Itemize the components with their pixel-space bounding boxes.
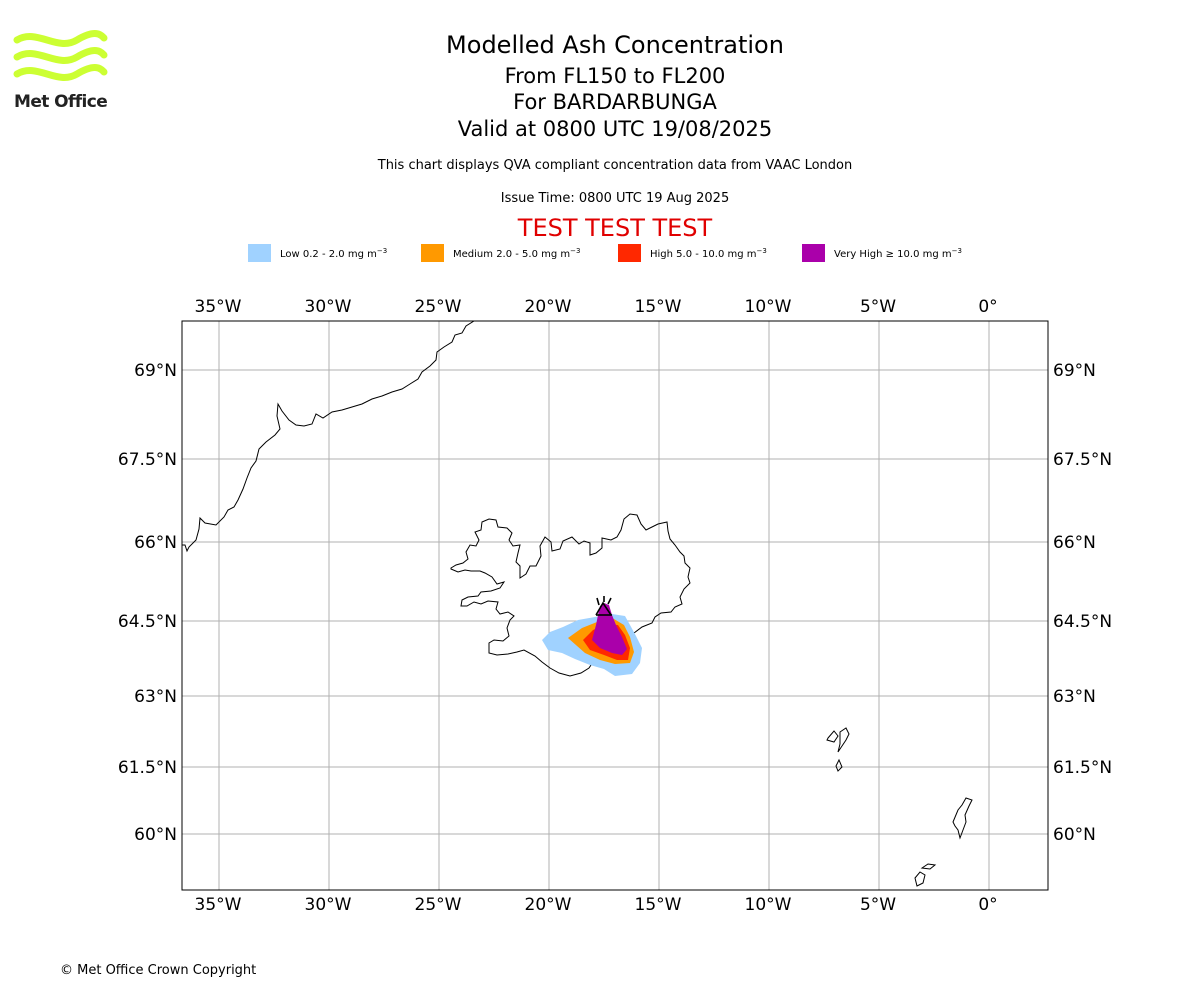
plume-very-high bbox=[592, 603, 627, 655]
met-office-logo: Met Office bbox=[12, 30, 112, 115]
legend-swatch-high bbox=[618, 244, 641, 262]
lon-tick-bottom-25w: 25°W bbox=[415, 895, 462, 915]
lon-tick-bottom-35w: 35°W bbox=[195, 895, 242, 915]
lon-tick-bottom-0: 0° bbox=[978, 895, 997, 915]
valid-time: Valid at 0800 UTC 19/08/2025 bbox=[457, 117, 773, 141]
lat-tick-left-63n: 63°N bbox=[134, 687, 177, 707]
copyright: © Met Office Crown Copyright bbox=[60, 963, 257, 978]
lon-tick-top-30w: 30°W bbox=[305, 297, 352, 317]
map-background bbox=[182, 321, 1048, 890]
map-frame bbox=[181, 320, 1049, 891]
lon-tick-top-35w: 35°W bbox=[195, 297, 242, 317]
lat-tick-right-67-5n: 67.5°N bbox=[1053, 450, 1112, 470]
faroe-island-2 bbox=[837, 727, 850, 753]
source-note: This chart displays QVA compliant concen… bbox=[377, 158, 853, 173]
lon-tick-bottom-30w: 30°W bbox=[305, 895, 352, 915]
legend-swatch-very-high bbox=[802, 244, 825, 262]
lon-tick-top-15w: 15°W bbox=[635, 297, 682, 317]
flight-levels: From FL150 to FL200 bbox=[504, 64, 726, 88]
volcano-icon bbox=[595, 596, 612, 616]
lat-tick-left-61-5n: 61.5°N bbox=[118, 758, 177, 778]
lon-tick-top-25w: 25°W bbox=[415, 297, 462, 317]
lon-tick-top-5w: 5°W bbox=[860, 297, 896, 317]
legend-name-low: Low bbox=[280, 249, 300, 260]
lon-labels-bottom: 35°W 30°W 25°W 20°W 15°W 10°W 5°W 0° bbox=[195, 895, 998, 915]
lat-tick-left-69n: 69°N bbox=[134, 361, 177, 381]
volcano-name: For BARDARBUNGA bbox=[513, 90, 717, 114]
legend-range-high: 5.0 - 10.0 mg m bbox=[676, 249, 757, 260]
lon-tick-top-0: 0° bbox=[978, 297, 997, 317]
coastlines bbox=[182, 321, 973, 887]
legend-range-very-high: ≥ 10.0 mg m bbox=[885, 249, 952, 260]
lat-tick-left-66n: 66°N bbox=[134, 533, 177, 553]
lat-labels-right: 69°N 67.5°N 66°N 64.5°N 63°N 61.5°N 60°N bbox=[1053, 361, 1112, 845]
legend-swatch-low bbox=[248, 244, 271, 262]
lat-tick-right-61-5n: 61.5°N bbox=[1053, 758, 1112, 778]
lon-tick-bottom-20w: 20°W bbox=[525, 895, 572, 915]
lon-labels-top: 35°W 30°W 25°W 20°W 15°W 10°W 5°W 0° bbox=[195, 297, 998, 317]
test-banner: TEST TEST TEST bbox=[517, 214, 713, 242]
faroe-island-1 bbox=[826, 730, 839, 743]
logo-text: Met Office bbox=[14, 92, 108, 112]
lon-tick-bottom-10w: 10°W bbox=[745, 895, 792, 915]
legend-swatch-medium bbox=[421, 244, 444, 262]
lon-tick-top-20w: 20°W bbox=[525, 297, 572, 317]
legend-name-medium: Medium bbox=[453, 249, 493, 260]
lon-tick-top-10w: 10°W bbox=[745, 297, 792, 317]
lat-tick-right-64-5n: 64.5°N bbox=[1053, 612, 1112, 632]
iceland-coast bbox=[450, 513, 691, 677]
issue-time: Issue Time: 0800 UTC 19 Aug 2025 bbox=[500, 191, 730, 206]
legend-name-very-high: Very High bbox=[834, 249, 883, 260]
lat-tick-right-60n: 60°N bbox=[1053, 825, 1096, 845]
lat-labels-left: 69°N 67.5°N 66°N 64.5°N 63°N 61.5°N 60°N bbox=[118, 361, 177, 845]
legend-range-low: 0.2 - 2.0 mg m bbox=[302, 249, 377, 260]
legend-range-medium: 2.0 - 5.0 mg m bbox=[496, 249, 571, 260]
lat-tick-left-67-5n: 67.5°N bbox=[118, 450, 177, 470]
legend-name-high: High bbox=[650, 249, 673, 260]
lon-tick-bottom-15w: 15°W bbox=[635, 895, 682, 915]
faroe-island-3 bbox=[835, 758, 843, 772]
lat-tick-right-63n: 63°N bbox=[1053, 687, 1096, 707]
shetland-mainland bbox=[952, 797, 973, 840]
met-office-waves-icon bbox=[13, 30, 108, 81]
lat-tick-left-64-5n: 64.5°N bbox=[118, 612, 177, 632]
orkney-islands bbox=[914, 863, 937, 887]
lat-tick-left-60n: 60°N bbox=[134, 825, 177, 845]
ash-plume bbox=[542, 603, 642, 676]
greenland-coast bbox=[182, 321, 475, 553]
chart-title: Modelled Ash Concentration bbox=[446, 31, 784, 59]
lon-tick-bottom-5w: 5°W bbox=[860, 895, 896, 915]
lat-tick-right-69n: 69°N bbox=[1053, 361, 1096, 381]
lat-tick-right-66n: 66°N bbox=[1053, 533, 1096, 553]
